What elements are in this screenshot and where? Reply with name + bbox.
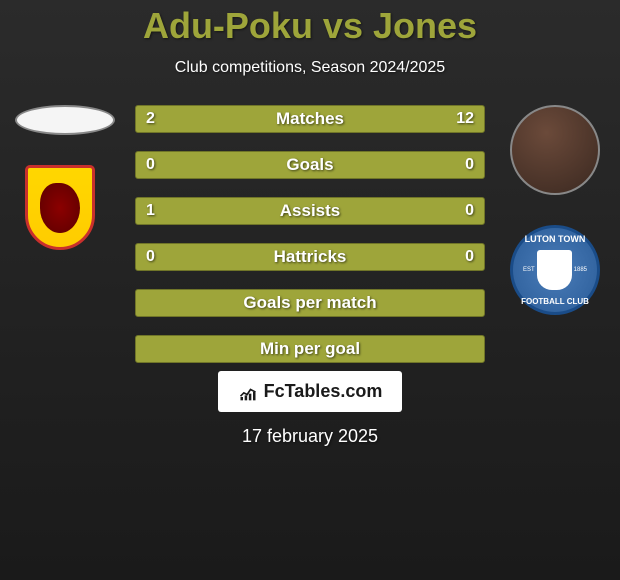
luton-badge: LUTON TOWN EST 1885 FOOTBALL CLUB (510, 225, 600, 315)
main-area: 2 Matches 12 0 Goals 0 1 Assists 0 0 Hat… (0, 105, 620, 363)
stat-label: Goals per match (243, 293, 376, 313)
luton-bottom-text: FOOTBALL CLUB (521, 297, 589, 306)
stat-label: Matches (276, 109, 344, 129)
stat-label: Hattricks (274, 247, 347, 267)
luton-top-text: LUTON TOWN (525, 234, 586, 244)
stat-right-value: 0 (444, 248, 474, 266)
stat-left-value: 0 (146, 248, 176, 266)
comparison-subtitle: Club competitions, Season 2024/2025 (175, 59, 445, 77)
comparison-title: Adu-Poku vs Jones (143, 5, 477, 47)
stat-row-matches: 2 Matches 12 (135, 105, 485, 133)
fctables-logo: FcTables.com (218, 371, 403, 412)
stat-label: Min per goal (260, 339, 360, 359)
stat-row-goals: 0 Goals 0 (135, 151, 485, 179)
chart-icon (238, 382, 258, 402)
stat-left-value: 1 (146, 202, 176, 220)
stat-row-goals-per-match: Goals per match (135, 289, 485, 317)
player-right-column: LUTON TOWN EST 1885 FOOTBALL CLUB (505, 105, 605, 315)
date-text: 17 february 2025 (242, 426, 378, 447)
footer: FcTables.com 17 february 2025 (218, 371, 403, 447)
stats-column: 2 Matches 12 0 Goals 0 1 Assists 0 0 Hat… (135, 105, 485, 363)
stat-right-value: 0 (444, 202, 474, 220)
stat-left-value: 0 (146, 156, 176, 174)
watford-moose-icon (40, 183, 80, 233)
infographic-container: Adu-Poku vs Jones Club competitions, Sea… (0, 0, 620, 580)
stat-left-value: 2 (146, 110, 176, 128)
luton-est: EST (523, 267, 535, 273)
logo-text: FcTables.com (264, 381, 383, 402)
luton-shield-icon (537, 250, 572, 290)
club-left-badge (20, 165, 110, 255)
stat-right-value: 12 (444, 110, 474, 128)
stat-row-assists: 1 Assists 0 (135, 197, 485, 225)
watford-shield (25, 165, 95, 250)
luton-year: 1885 (574, 267, 587, 273)
stat-row-min-per-goal: Min per goal (135, 335, 485, 363)
player-left-column (15, 105, 115, 255)
stat-right-value: 0 (444, 156, 474, 174)
player-left-photo (15, 105, 115, 135)
player-right-photo (510, 105, 600, 195)
watford-badge (25, 165, 105, 255)
stat-label: Assists (280, 201, 340, 221)
stat-label: Goals (286, 155, 333, 175)
stat-row-hattricks: 0 Hattricks 0 (135, 243, 485, 271)
